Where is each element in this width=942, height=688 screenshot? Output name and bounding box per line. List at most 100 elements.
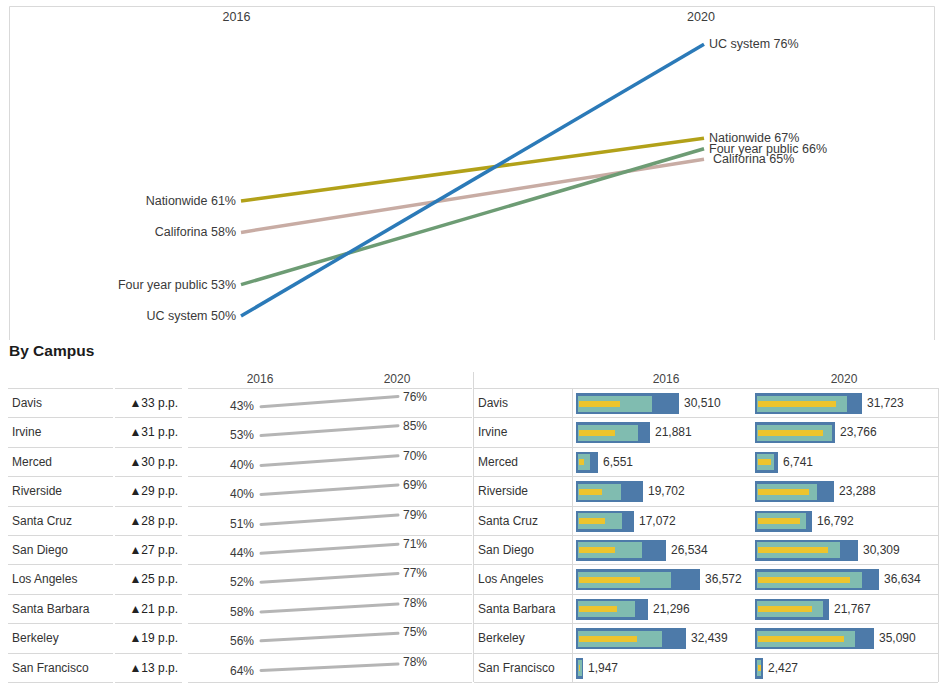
table-row-santa-cruz[interactable]: Santa Cruz [8, 507, 113, 536]
enrollment-row-berkeley: Berkeley32,43935,090 [474, 624, 938, 653]
enrollment-row-santa-cruz: Santa Cruz17,07216,792 [474, 507, 938, 536]
enrollment-bar-2016-merced[interactable] [576, 452, 598, 473]
enrollment-bar-2020-merced[interactable] [755, 452, 778, 473]
campus-name-irvine: Irvine [12, 418, 41, 447]
trend-label-2016-nationwide: Nationwide 61% [146, 194, 236, 208]
rate-2020-label-merced: 70% [403, 442, 427, 471]
enrollment-bar-2020-davis[interactable] [755, 393, 862, 414]
enrollment-bar-2016-davis[interactable] [576, 393, 679, 414]
graduation-rate-slope-chart: 20162020Nationwide 61%Nationwide 67%Cali… [0, 0, 942, 345]
campus-change-merced: ▲30 p.p. [129, 448, 178, 477]
campus-name-santa-barbara: Santa Barbara [12, 595, 89, 624]
trend-label-2016-four-year-public: Four year public 53% [118, 278, 236, 292]
campus-name-bars-berkeley: Berkeley [478, 624, 525, 653]
enrollment-value-2016-san-francisco: 1,947 [588, 654, 618, 683]
rate-slope-row-san-diego: 44%71% [188, 536, 472, 565]
campus-change-santa-cruz: ▲28 p.p. [129, 507, 178, 536]
enrollment-bar-2016-santa-cruz[interactable] [576, 511, 634, 532]
enrollment-bar-yellow-2020-irvine [758, 430, 823, 436]
table-row-change-san-diego[interactable]: ▲27 p.p. [115, 536, 182, 565]
campus-name-column: DavisIrvineMercedRiversideSanta CruzSan … [8, 388, 113, 683]
enrollment-bar-yellow-2020-merced [758, 459, 771, 465]
table-row-change-santa-barbara[interactable]: ▲21 p.p. [115, 595, 182, 624]
table-row-change-los-angeles[interactable]: ▲25 p.p. [115, 565, 182, 594]
campus-name-davis: Davis [12, 389, 42, 418]
rate-2020-label-los-angeles: 77% [403, 559, 427, 588]
enrollment-value-2016-berkeley: 32,439 [691, 624, 728, 653]
enrollment-bar-yellow-2020-berkeley [758, 636, 844, 642]
enrollment-bar-2020-riverside[interactable] [755, 481, 834, 502]
campus-name-los-angeles: Los Angeles [12, 565, 77, 594]
enrollment-bar-yellow-2016-davis [579, 401, 620, 407]
trend-label-2020-four-year-public: Four year public 66% [709, 142, 827, 156]
enrollment-bar-2020-santa-cruz[interactable] [755, 511, 812, 532]
enrollment-col-header-2016: 2016 [636, 372, 696, 388]
rate-slope-line-san-diego[interactable] [261, 544, 398, 553]
enrollment-value-2020-riverside: 23,288 [839, 477, 876, 506]
rate-slope-line-merced[interactable] [261, 456, 398, 466]
enrollment-bar-2020-berkeley[interactable] [755, 628, 874, 649]
enrollment-bar-2020-irvine[interactable] [755, 422, 835, 443]
enrollment-bar-2016-irvine[interactable] [576, 422, 650, 443]
campus-enrollment-panel: Davis30,51031,723Irvine21,88123,766Merce… [474, 388, 938, 683]
table-row-change-san-francisco[interactable]: ▲13 p.p. [115, 654, 182, 683]
enrollment-bar-2020-los-angeles[interactable] [755, 569, 879, 590]
campus-name-bars-santa-cruz: Santa Cruz [478, 507, 538, 536]
table-row-santa-barbara[interactable]: Santa Barbara [8, 595, 113, 624]
enrollment-value-2016-merced: 6,551 [603, 448, 633, 477]
enrollment-bar-2016-san-diego[interactable] [576, 540, 666, 561]
campus-name-bars-san-diego: San Diego [478, 536, 534, 565]
enrollment-value-2020-santa-cruz: 16,792 [817, 507, 854, 536]
table-row-change-davis[interactable]: ▲33 p.p. [115, 389, 182, 418]
enrollment-bar-2020-san-diego[interactable] [755, 540, 858, 561]
table-row-irvine[interactable]: Irvine [8, 418, 113, 447]
enrollment-value-2016-riverside: 19,702 [648, 477, 685, 506]
enrollment-value-2020-los-angeles: 36,634 [884, 565, 921, 594]
table-row-san-diego[interactable]: San Diego [8, 536, 113, 565]
table-row-change-santa-cruz[interactable]: ▲28 p.p. [115, 507, 182, 536]
rate-slope-row-davis: 43%76% [188, 389, 472, 418]
enrollment-bar-2020-san-francisco[interactable] [755, 658, 763, 679]
campus-change-berkeley: ▲19 p.p. [129, 624, 178, 653]
rate-slope-line-santa-cruz[interactable] [261, 515, 398, 524]
table-row-change-irvine[interactable]: ▲31 p.p. [115, 418, 182, 447]
table-row-berkeley[interactable]: Berkeley [8, 624, 113, 653]
rate-2016-label-santa-barbara: 58% [188, 598, 254, 627]
rate-2020-label-irvine: 85% [403, 412, 427, 441]
table-row-change-merced[interactable]: ▲30 p.p. [115, 448, 182, 477]
rate-slope-line-berkeley[interactable] [261, 633, 398, 641]
enrollment-bar-yellow-2016-santa-cruz [579, 518, 606, 524]
campus-change-column: ▲33 p.p.▲31 p.p.▲30 p.p.▲29 p.p.▲28 p.p.… [115, 388, 182, 683]
enrollment-bar-2016-berkeley[interactable] [576, 628, 686, 649]
campus-change-santa-barbara: ▲21 p.p. [129, 595, 178, 624]
enrollment-bar-2016-santa-barbara[interactable] [576, 599, 648, 620]
trend-line-uc-system[interactable] [241, 44, 704, 316]
table-row-los-angeles[interactable]: Los Angeles [8, 565, 113, 594]
enrollment-bar-2016-san-francisco[interactable] [576, 658, 583, 679]
table-row-change-berkeley[interactable]: ▲19 p.p. [115, 624, 182, 653]
enrollment-bar-2016-riverside[interactable] [576, 481, 643, 502]
enrollment-bar-yellow-2020-san-diego [758, 547, 828, 553]
enrollment-bar-2020-santa-barbara[interactable] [755, 599, 829, 620]
table-row-merced[interactable]: Merced [8, 448, 113, 477]
enrollment-value-2020-merced: 6,741 [783, 448, 813, 477]
table-row-san-francisco[interactable]: San Francisco [8, 654, 113, 683]
enrollment-value-2020-san-francisco: 2,427 [768, 654, 798, 683]
rate-2020-label-santa-barbara: 78% [403, 589, 427, 618]
rate-slope-line-los-angeles[interactable] [261, 574, 398, 583]
rate-slope-line-riverside[interactable] [261, 485, 398, 495]
rate-slope-line-san-francisco[interactable] [261, 664, 398, 670]
enrollment-value-2016-davis: 30,510 [684, 389, 721, 418]
enrollment-bar-2016-los-angeles[interactable] [576, 569, 700, 590]
rate-slope-row-merced: 40%70% [188, 448, 472, 477]
enrollment-bar-yellow-2020-davis [758, 401, 836, 407]
rate-slope-line-irvine[interactable] [261, 426, 398, 436]
table-row-riverside[interactable]: Riverside [8, 477, 113, 506]
rate-slope-line-santa-barbara[interactable] [261, 604, 398, 612]
campus-name-bars-davis: Davis [478, 389, 508, 418]
table-row-change-riverside[interactable]: ▲29 p.p. [115, 477, 182, 506]
rate-slope-line-davis[interactable] [261, 396, 398, 406]
table-row-davis[interactable]: Davis [8, 389, 113, 418]
rate-slope-graphic-santa-cruz [259, 507, 400, 536]
enrollment-row-merced: Merced6,5516,741 [474, 448, 938, 477]
